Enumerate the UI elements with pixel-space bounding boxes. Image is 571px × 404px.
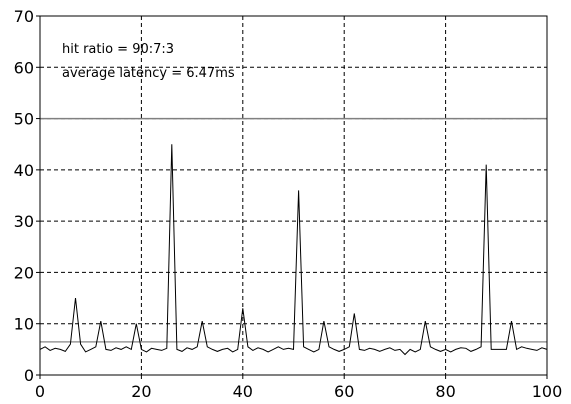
y-tick-label-70: 70 — [14, 7, 34, 26]
x-tick-label-60: 60 — [334, 382, 354, 401]
x-tick-label-0: 0 — [35, 382, 45, 401]
y-tick-label-0: 0 — [24, 366, 34, 385]
annotation-average-latency: average latency = 6.47ms — [62, 66, 235, 81]
y-tick-label-50: 50 — [14, 110, 34, 129]
x-tick-label-80: 80 — [435, 382, 455, 401]
x-tick-label-40: 40 — [233, 382, 253, 401]
x-tick-label-100: 100 — [532, 382, 563, 401]
y-tick-label-40: 40 — [14, 161, 34, 180]
series-group — [39, 144, 548, 356]
annotation-hit-ratio: hit ratio = 90:7:3 — [62, 42, 174, 57]
axis-ticks: 0 20 40 60 80 100 0 10 20 30 40 50 60 70 — [14, 7, 563, 401]
y-tick-label-20: 20 — [14, 263, 34, 282]
plot-area-frame — [39, 15, 548, 376]
y-tick-label-10: 10 — [14, 315, 34, 334]
x-tick-label-20: 20 — [131, 382, 151, 401]
y-tick-label-60: 60 — [14, 58, 34, 77]
series-line-0 — [39, 144, 548, 356]
y-tick-label-30: 30 — [14, 212, 34, 231]
